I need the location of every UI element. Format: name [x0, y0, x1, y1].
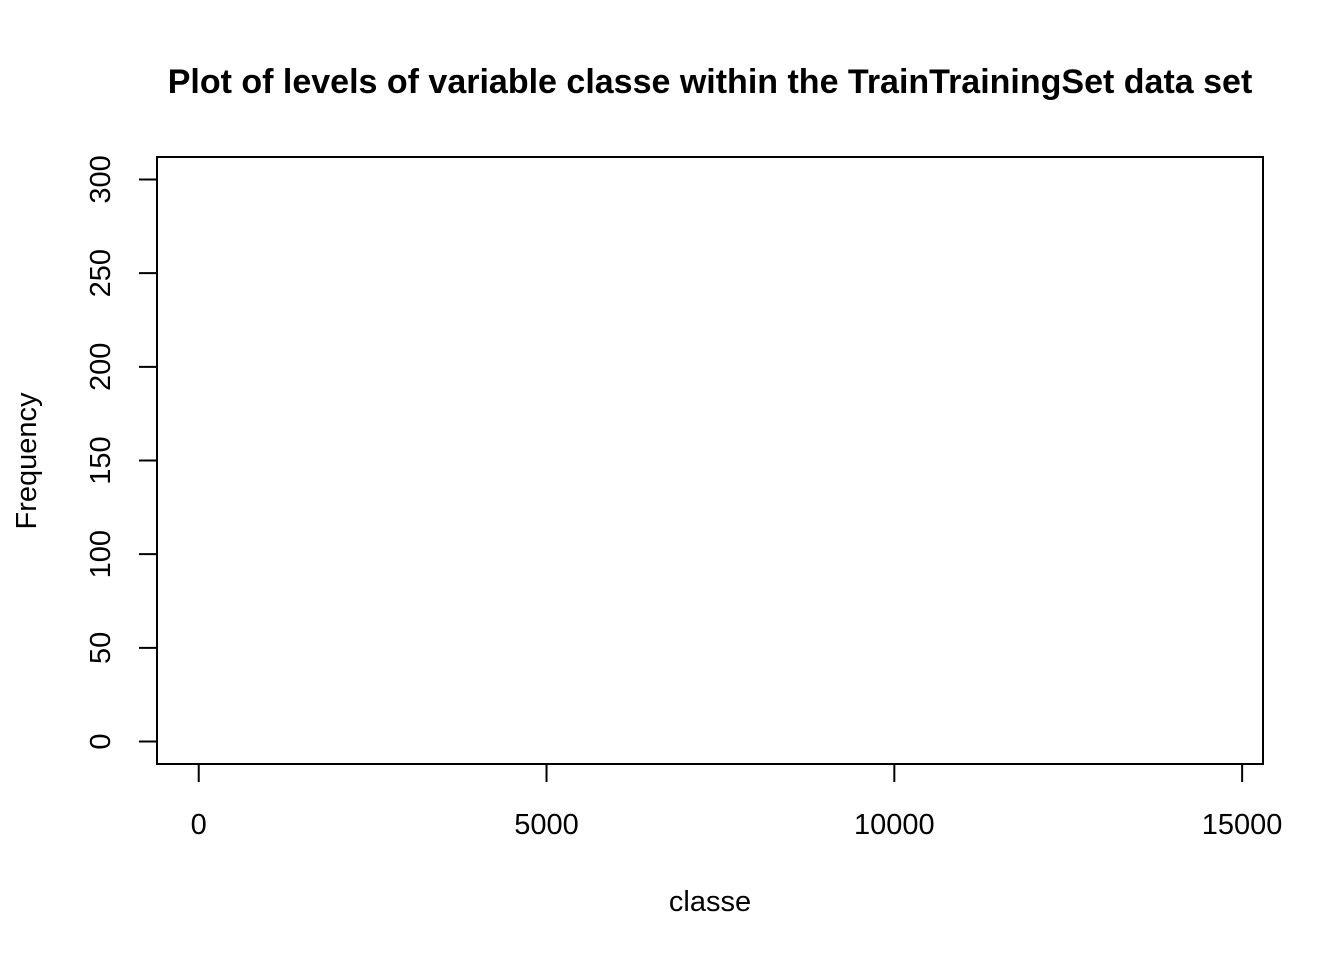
y-tick-label: 200 — [85, 343, 117, 391]
x-tick-label: 0 — [191, 809, 207, 841]
y-axis-label: Frequency — [11, 392, 43, 530]
x-tick-label: 15000 — [1202, 809, 1283, 841]
y-axis-ticks: 0 50 100 150 200 250 300 — [85, 155, 157, 750]
y-tick-label: 300 — [85, 155, 117, 203]
chart-title: Plot of levels of variable classe within… — [168, 63, 1253, 101]
y-tick-label: 100 — [85, 530, 117, 578]
y-tick-label: 150 — [85, 436, 117, 484]
y-tick-label: 0 — [85, 733, 117, 749]
plot-area — [156, 156, 1264, 765]
y-tick-label: 250 — [85, 249, 117, 297]
x-axis-label: classe — [669, 886, 751, 918]
y-tick-label: 50 — [85, 632, 117, 664]
x-axis-ticks: 0 5000 10000 15000 — [191, 764, 1283, 841]
x-tick-label: 10000 — [854, 809, 935, 841]
x-tick-label: 5000 — [514, 809, 579, 841]
